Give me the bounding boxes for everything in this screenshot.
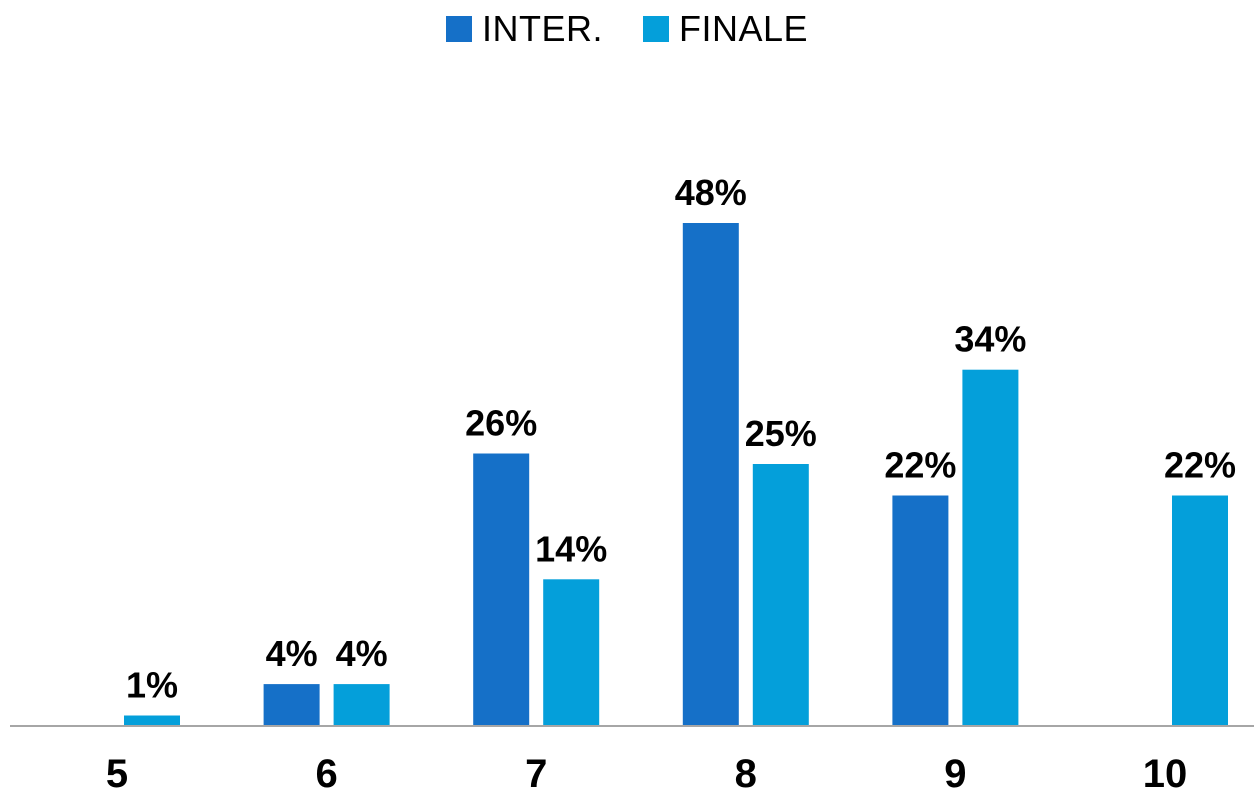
legend-item-inter: INTER. <box>445 8 603 50</box>
bar-inter-9 <box>892 495 949 726</box>
bar-finale-8 <box>752 464 809 726</box>
data-label-inter-6: 4% <box>266 633 318 674</box>
legend-label-finale: FINALE <box>678 8 809 49</box>
bar-finale-5 <box>124 715 180 726</box>
legend: INTER. FINALE <box>0 8 1254 50</box>
x-tick-label-9: 9 <box>944 752 966 796</box>
x-tick-label-10: 10 <box>1143 752 1188 796</box>
bar-finale-7 <box>543 579 600 726</box>
data-label-finale-10: 22% <box>1164 445 1236 486</box>
bar-inter-6 <box>263 684 320 726</box>
x-tick-label-8: 8 <box>735 752 757 796</box>
legend-swatch-finale <box>642 16 669 42</box>
data-label-inter-8: 48% <box>675 172 747 213</box>
data-label-finale-5: 1% <box>126 665 178 706</box>
data-label-inter-7: 26% <box>465 403 537 444</box>
data-label-finale-6: 4% <box>336 633 388 674</box>
bar-finale-6 <box>333 684 390 726</box>
data-label-inter-9: 22% <box>884 445 956 486</box>
data-label-finale-9: 34% <box>954 319 1026 360</box>
data-label-finale-8: 25% <box>745 413 817 454</box>
x-tick-label-7: 7 <box>525 752 547 796</box>
x-tick-label-6: 6 <box>315 752 337 796</box>
legend-swatch-inter <box>445 16 472 42</box>
data-label-finale-7: 14% <box>535 528 607 569</box>
bar-finale-10 <box>1172 495 1228 726</box>
x-tick-label-5: 5 <box>106 752 128 796</box>
bar-finale-9 <box>962 369 1019 726</box>
bar-inter-8 <box>682 223 739 726</box>
legend-item-finale: FINALE <box>642 8 809 50</box>
bar-inter-7 <box>473 453 530 726</box>
legend-label-inter: INTER. <box>481 8 603 49</box>
